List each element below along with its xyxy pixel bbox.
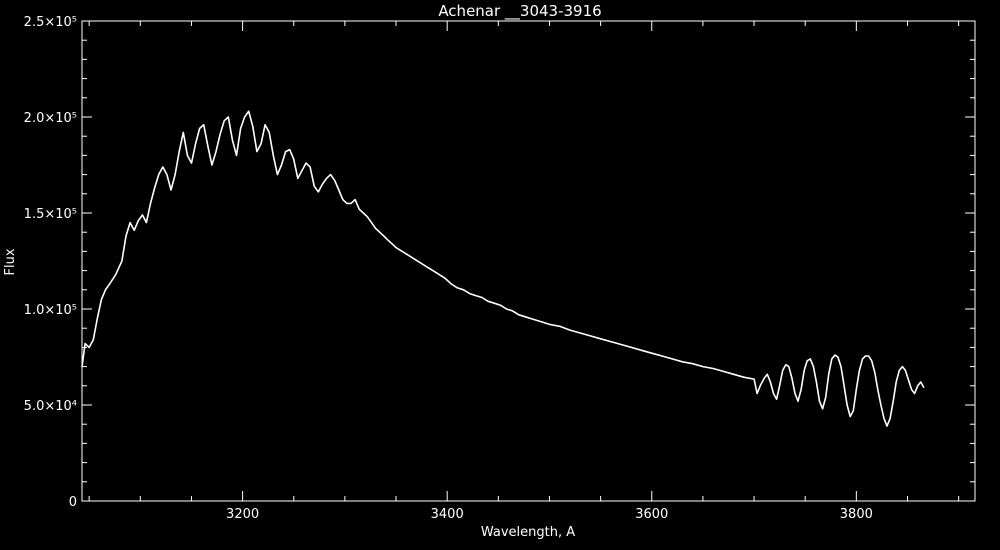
y-tick-label: 2.5×10⁵ [24, 15, 77, 30]
x-tick-label: 3600 [635, 507, 668, 522]
axis-ticks [82, 20, 975, 502]
y-tick-label: 0 [69, 495, 77, 510]
y-tick-label: 1.5×10⁵ [24, 207, 77, 222]
x-tick-labels: 3200 3400 3600 3800 [226, 507, 873, 522]
plot-frame [81, 20, 976, 502]
y-tick-labels: 0 5.0×10⁴ 1.0×10⁵ 1.5×10⁵ 2.0×10⁵ 2.5×10⁵ [24, 15, 77, 510]
x-tick-label: 3200 [226, 507, 259, 522]
x-tick-label: 3800 [840, 507, 873, 522]
chart-title: Achenar __3043-3916 [438, 2, 601, 21]
series-group [81, 110, 925, 427]
spectrum-line [81, 110, 925, 427]
y-tick-label: 2.0×10⁵ [24, 111, 77, 126]
x-axis-label: Wavelength, A [481, 525, 575, 540]
y-tick-label: 5.0×10⁴ [24, 399, 77, 414]
y-tick-label: 1.0×10⁵ [24, 303, 77, 318]
x-tick-label: 3400 [431, 507, 464, 522]
y-axis-label: Flux [3, 248, 18, 275]
